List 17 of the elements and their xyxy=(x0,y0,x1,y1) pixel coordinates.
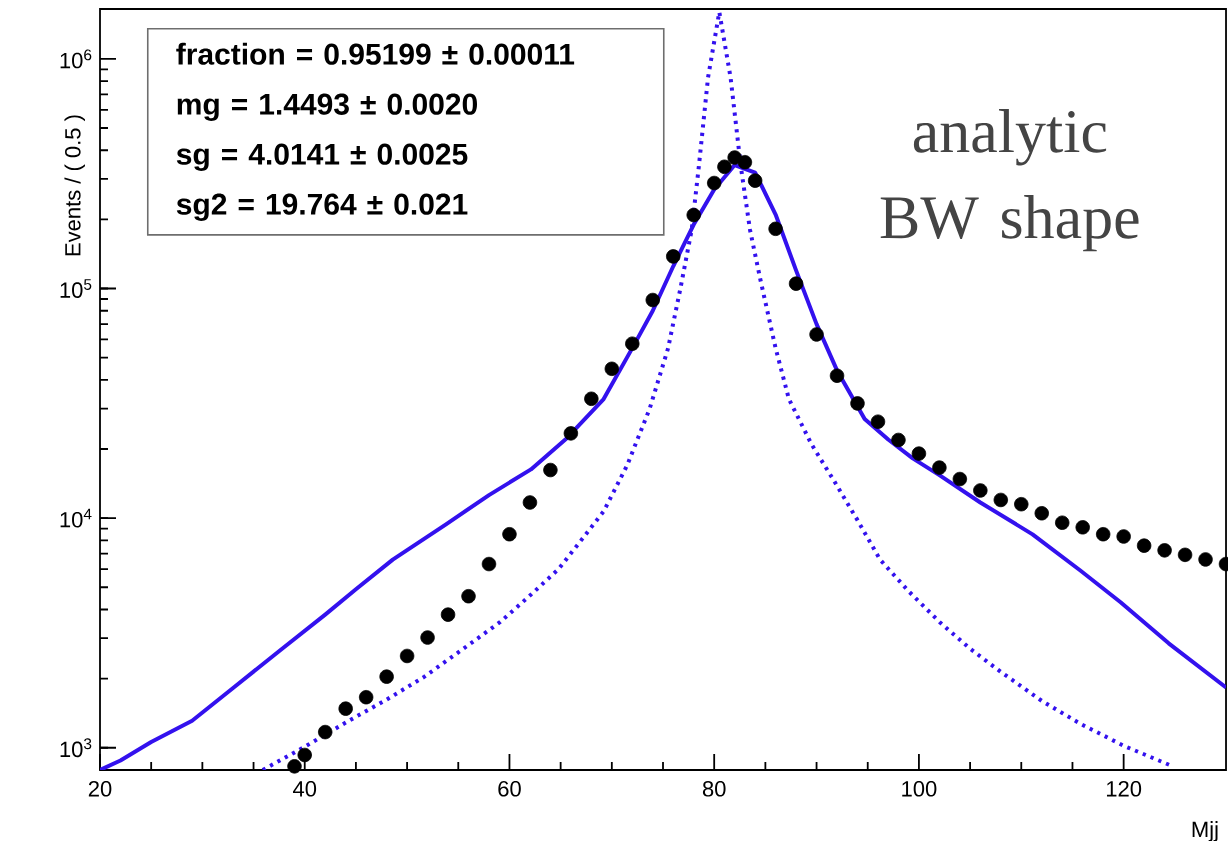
annotation: sg = 4.0141 ± 0.0025 xyxy=(176,143,468,171)
y-tick-label: 10$^{3}$ xyxy=(60,738,92,758)
x-tick-label: 60 xyxy=(498,781,521,797)
annotation: analytic BW shape xyxy=(880,109,1139,252)
y-tick-label: 10$^{4}$ xyxy=(60,508,92,528)
y-axis-title: Events / ( 0.5 ) xyxy=(64,115,85,256)
x-tick-label: 20 xyxy=(88,781,112,797)
annotation: sg2 = 19.764 ± 0.021 xyxy=(176,193,468,221)
x-tick-label: 80 xyxy=(702,781,726,797)
y-tick-label: 10$^{6}$ xyxy=(60,49,92,69)
annotation: fraction = 0.95199 ± 0.00011 xyxy=(176,42,575,65)
x-tick-label: 120 xyxy=(1106,781,1142,797)
y-tick-label: 10$^{5}$ xyxy=(60,279,92,298)
x-tick-label: 100 xyxy=(902,781,937,797)
x-axis-title: Mjj xyxy=(1192,821,1218,841)
x-tick-label: 40 xyxy=(292,781,317,797)
annotation: mg = 1.4493 ± 0.0020 xyxy=(177,93,478,121)
